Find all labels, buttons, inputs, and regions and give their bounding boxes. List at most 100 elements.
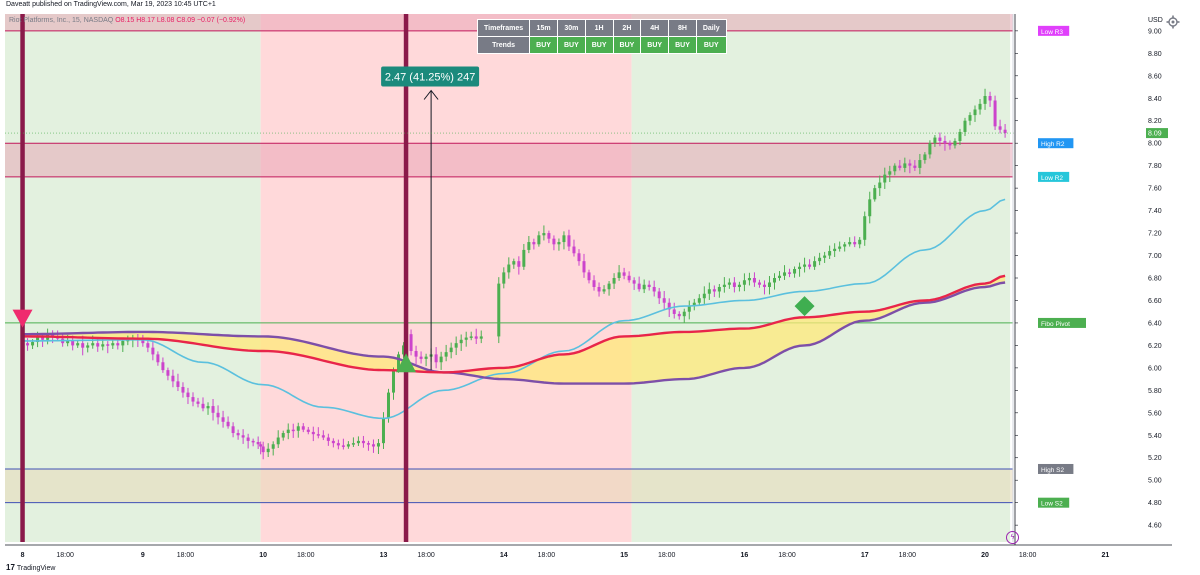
candle xyxy=(637,283,641,290)
candle xyxy=(903,163,907,168)
y-tick-label: 5.00 xyxy=(1148,478,1162,485)
x-tick-label: 18:00 xyxy=(899,552,917,559)
trend-1h: BUY xyxy=(584,36,614,54)
buy-signal-triangle xyxy=(396,353,417,373)
candle xyxy=(392,370,396,393)
candle xyxy=(291,429,295,432)
candle xyxy=(933,137,937,144)
lightning-icon[interactable]: ϟ xyxy=(1006,531,1019,544)
ohlc-values: O8.15 H8.17 L8.08 C8.09 −0.07 (−0.92%) xyxy=(115,17,246,24)
candle xyxy=(259,444,263,447)
candle xyxy=(742,280,746,285)
candle xyxy=(767,282,771,287)
candle xyxy=(296,426,300,431)
candle xyxy=(464,337,468,340)
candle xyxy=(271,444,275,449)
candle xyxy=(938,137,942,141)
trend-daily: BUY xyxy=(695,36,727,54)
x-tick-label: 18:00 xyxy=(658,552,676,559)
candle xyxy=(752,278,756,283)
candle xyxy=(647,284,651,287)
candle xyxy=(66,340,70,344)
trend-8h: BUY xyxy=(668,36,697,54)
pivot-tag-2 xyxy=(1038,171,1070,182)
candle xyxy=(632,280,636,284)
candle xyxy=(439,356,443,363)
y-tick-label: 5.20 xyxy=(1148,455,1162,462)
candle xyxy=(316,434,320,436)
candle xyxy=(572,246,576,254)
candle xyxy=(111,343,115,346)
candle xyxy=(602,289,606,292)
x-tick-label: 8 xyxy=(21,552,25,559)
x-tick-label: 15 xyxy=(620,552,628,559)
candle xyxy=(783,272,787,276)
candle xyxy=(532,242,536,245)
last-price-label: 8.09 xyxy=(1148,131,1162,138)
candle xyxy=(381,418,385,444)
y-tick-label: 6.20 xyxy=(1148,343,1162,350)
candle xyxy=(409,334,413,352)
y-tick-label: 7.00 xyxy=(1148,253,1162,260)
gear-icon[interactable] xyxy=(1166,15,1180,29)
y-axis-unit: USD xyxy=(1148,17,1163,24)
y-tick-label: 8.20 xyxy=(1148,118,1162,125)
candle xyxy=(36,336,40,343)
candle xyxy=(577,253,581,262)
candle xyxy=(402,345,406,355)
trend-4h: BUY xyxy=(640,36,670,54)
candle xyxy=(361,440,365,444)
candle xyxy=(898,165,902,168)
candle xyxy=(747,278,751,281)
candle xyxy=(818,257,822,262)
y-tick-label: 5.40 xyxy=(1148,433,1162,440)
candle xyxy=(562,235,566,243)
candle xyxy=(221,417,225,422)
candle xyxy=(121,340,125,346)
candle xyxy=(459,339,463,344)
signal-diamond xyxy=(794,296,815,317)
candle xyxy=(236,433,240,436)
candle xyxy=(828,251,832,256)
trends-table: Timeframes 15m 30m 1H 2H 4H 8H Daily Tre… xyxy=(476,19,727,54)
y-tick-label: 7.80 xyxy=(1148,163,1162,170)
candle xyxy=(507,264,511,273)
candle xyxy=(567,235,571,247)
x-tick-label: 18:00 xyxy=(778,552,796,559)
candle xyxy=(772,278,776,283)
candle xyxy=(351,443,355,445)
candle xyxy=(928,143,932,155)
pivot-tag-label-4: High S2 xyxy=(1041,467,1065,474)
candle xyxy=(474,336,478,339)
candle xyxy=(301,426,305,430)
candle xyxy=(612,278,616,284)
candle xyxy=(444,352,448,357)
y-tick-label: 6.00 xyxy=(1148,365,1162,372)
candle xyxy=(958,131,962,141)
tf-30m: 30m xyxy=(556,19,586,37)
candle xyxy=(497,283,501,337)
candle xyxy=(592,280,596,287)
x-tick-label: 10 xyxy=(259,552,267,559)
candle xyxy=(667,302,671,310)
y-tick-label: 7.40 xyxy=(1148,208,1162,215)
candle xyxy=(722,284,726,287)
candle xyxy=(622,272,626,276)
candle xyxy=(803,264,807,267)
candle xyxy=(211,406,215,413)
candle xyxy=(186,392,190,398)
candle xyxy=(141,339,145,344)
ema-cloud-fill xyxy=(22,275,1006,384)
candle xyxy=(419,356,423,359)
candle xyxy=(376,443,380,447)
symbol-name[interactable]: Riot Platforms, Inc., 15, NASDAQ xyxy=(9,17,114,24)
candle xyxy=(346,444,350,447)
candle xyxy=(737,284,741,287)
candle xyxy=(863,216,867,240)
candle xyxy=(266,448,270,453)
candle xyxy=(858,239,862,245)
candle xyxy=(449,347,453,353)
candle xyxy=(331,440,335,444)
candle xyxy=(241,435,245,438)
